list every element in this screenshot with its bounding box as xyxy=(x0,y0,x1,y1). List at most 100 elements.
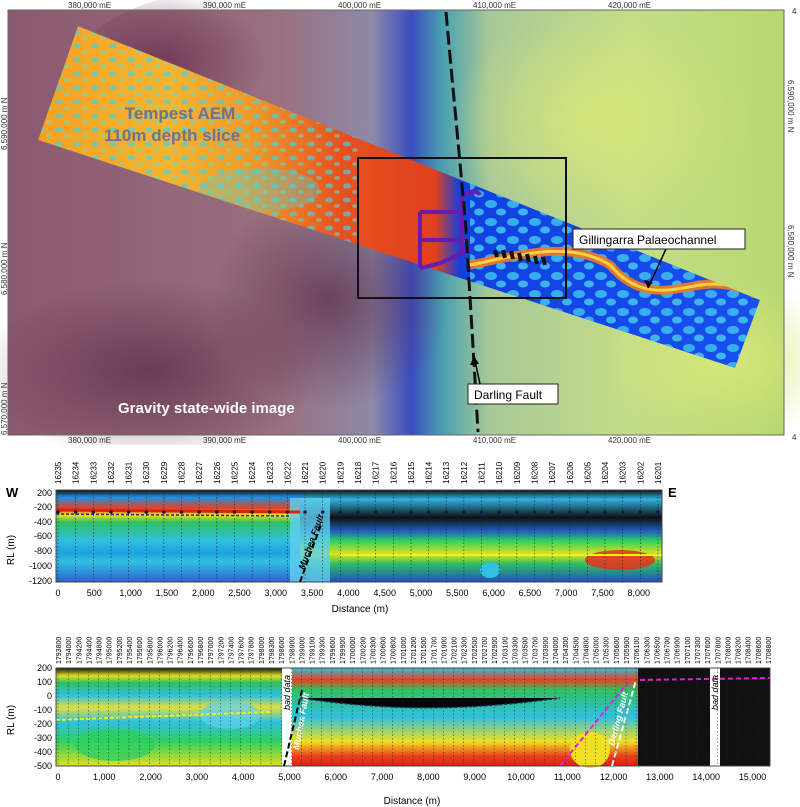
section1-station-label: 16234 xyxy=(72,461,81,484)
section2-y-tick: -400 xyxy=(34,747,52,757)
section2-station-label: 1796600 xyxy=(188,637,195,664)
darling-label-box xyxy=(467,383,559,405)
section2-station-label: 1705300 xyxy=(604,637,611,664)
section2-y-tick: -500 xyxy=(34,761,52,771)
section2-station-label: 1708000 xyxy=(725,637,732,664)
section2-x-tick: 6,000 xyxy=(325,772,348,782)
east-label: E xyxy=(668,485,677,500)
section2-station-label: 1700800 xyxy=(391,637,398,664)
section1-station-label: 16203 xyxy=(619,461,628,484)
section2-x-ticks: 0 1,000 2,000 3,000 4,000 5,000 6,000 7,000 8,00… xyxy=(55,772,766,782)
section1-marker xyxy=(426,510,431,514)
section1-west-block xyxy=(56,490,304,582)
section2-station-label: 1798600 xyxy=(279,637,286,664)
muchea-fault-line-2 xyxy=(283,689,303,767)
section1-marker xyxy=(179,510,184,514)
section2-station-label: 1700000 xyxy=(350,637,357,664)
map-left-tick: 6,570,000 m N xyxy=(0,382,9,435)
section1-marker xyxy=(409,510,413,514)
gillingarra-label-box xyxy=(572,228,746,250)
section2-x-tick: 1,000 xyxy=(93,772,116,782)
section1-station-label: 16227 xyxy=(195,461,204,484)
section1-marker xyxy=(656,510,660,514)
aem-subtitle: 110m depth slice xyxy=(104,126,240,145)
section2-x-tick: 2,000 xyxy=(139,772,162,782)
section1-y-label: RL (m) xyxy=(6,535,17,565)
section1-station-label: 16215 xyxy=(407,461,416,484)
section2-station-label: 1704300 xyxy=(563,637,570,664)
section1-x-tick: 500 xyxy=(87,588,102,598)
section1-y-tick: -1000 xyxy=(29,561,52,571)
section1-y-tick: -200 xyxy=(34,502,52,512)
section2-station-label: 1701200 xyxy=(411,637,418,664)
section2-station-label: 1706900 xyxy=(675,637,682,664)
section1-station-label: 16201 xyxy=(654,461,663,484)
section2-station-label: 1794200 xyxy=(76,637,83,664)
section2-station-label: 1704800 xyxy=(583,637,590,664)
section2-station-label: 1708800 xyxy=(766,637,773,664)
section2-x-tick: 14,000 xyxy=(692,772,720,782)
section1-station-label: 16231 xyxy=(125,461,134,484)
section1-x-label: Distance (m) xyxy=(332,604,389,615)
section1-marker xyxy=(550,510,554,514)
section2-y-tick: -200 xyxy=(34,719,52,729)
section1-station-label: 16212 xyxy=(460,461,469,484)
section2-station-label: 1702100 xyxy=(452,637,459,664)
section2-station-label: 1702700 xyxy=(482,637,489,664)
section1-marker xyxy=(56,510,60,514)
section2-station-label: 1706500 xyxy=(654,637,661,664)
section2-station-label: 1796400 xyxy=(178,637,185,664)
map-bottom-ticks: 380,000 mE 390,000 mE 400,000 mE 410,000… xyxy=(68,436,651,445)
section2-station-label: 1796200 xyxy=(168,637,175,664)
section2-x-tick: 0 xyxy=(55,772,60,782)
section2-station-label: 1703100 xyxy=(502,637,509,664)
section1-station-label: 16220 xyxy=(319,461,328,484)
section1-station-lines xyxy=(56,490,660,582)
section2-station-label: 1797600 xyxy=(239,637,246,664)
section1-marker xyxy=(356,510,360,514)
section2-station-label: 1703700 xyxy=(533,637,540,664)
section2-station-label: 1701000 xyxy=(401,637,408,664)
section1-x-tick: 1,000 xyxy=(119,588,142,598)
section1-station-label: 16232 xyxy=(107,461,116,484)
section1-y-ticks: 200 -200 -400 -600 -800 -1000 -1200 xyxy=(29,488,52,586)
section2-station-label: 1707800 xyxy=(715,637,722,664)
section2-station-label: 1707300 xyxy=(695,637,702,664)
section1-x-tick: 7,500 xyxy=(591,588,614,598)
section1-x-ticks: 0 500 1,000 1,500 2,000 2,500 3,000 3,500 4,000 4… xyxy=(55,588,650,598)
section2-station-label: 1794800 xyxy=(97,637,104,664)
section1-x-tick: 6,000 xyxy=(482,588,505,598)
section2-station-lines xyxy=(57,668,769,766)
section1-station-label: 16210 xyxy=(495,461,504,484)
section2-station-label: 1705600 xyxy=(614,637,621,664)
section1-x-tick: 5,000 xyxy=(410,588,433,598)
section1-station-label: 16206 xyxy=(566,461,575,484)
section2-station-label: 1701500 xyxy=(421,637,428,664)
aem-title: Tempest AEM xyxy=(125,104,236,123)
aem-gravity-map: 380,000 mE 390,000 mE 400,000 mE 410,000… xyxy=(0,0,800,445)
section2-x-tick: 15,000 xyxy=(739,772,767,782)
section2-x-tick: 5,000 xyxy=(278,772,301,782)
section1-station-label: 16211 xyxy=(478,462,487,484)
section2-station-label: 1795400 xyxy=(127,637,134,664)
section2-station-label: 1794000 xyxy=(66,637,73,664)
gravity-label: Gravity state-wide image xyxy=(118,400,295,417)
section1-station-label: 16214 xyxy=(425,461,434,484)
section2-x-label: Distance (m) xyxy=(384,796,441,807)
section1-marker xyxy=(303,510,307,514)
section1-station-label: 16209 xyxy=(513,461,522,484)
section1-x-tick: 8,000 xyxy=(628,588,651,598)
section1-station-label: 16205 xyxy=(583,461,592,484)
section1-marker xyxy=(215,510,219,514)
section1-x-tick: 4,000 xyxy=(337,588,360,598)
section1-station-label: 16229 xyxy=(160,461,169,484)
section1-station-label: 16233 xyxy=(89,461,98,484)
section1-marker xyxy=(462,510,466,514)
section2-station-label: 1703500 xyxy=(523,637,530,664)
section1-marker xyxy=(91,510,96,514)
map-top-ticks: 380,000 mE 390,000 mE 400,000 mE 410,000… xyxy=(68,1,651,10)
section1-station-label: 16202 xyxy=(636,461,645,484)
section2-station-label: 1797200 xyxy=(218,637,225,664)
map-top-tick: 410,000 mE xyxy=(473,1,516,10)
section2-station-label: 1703900 xyxy=(543,637,550,664)
